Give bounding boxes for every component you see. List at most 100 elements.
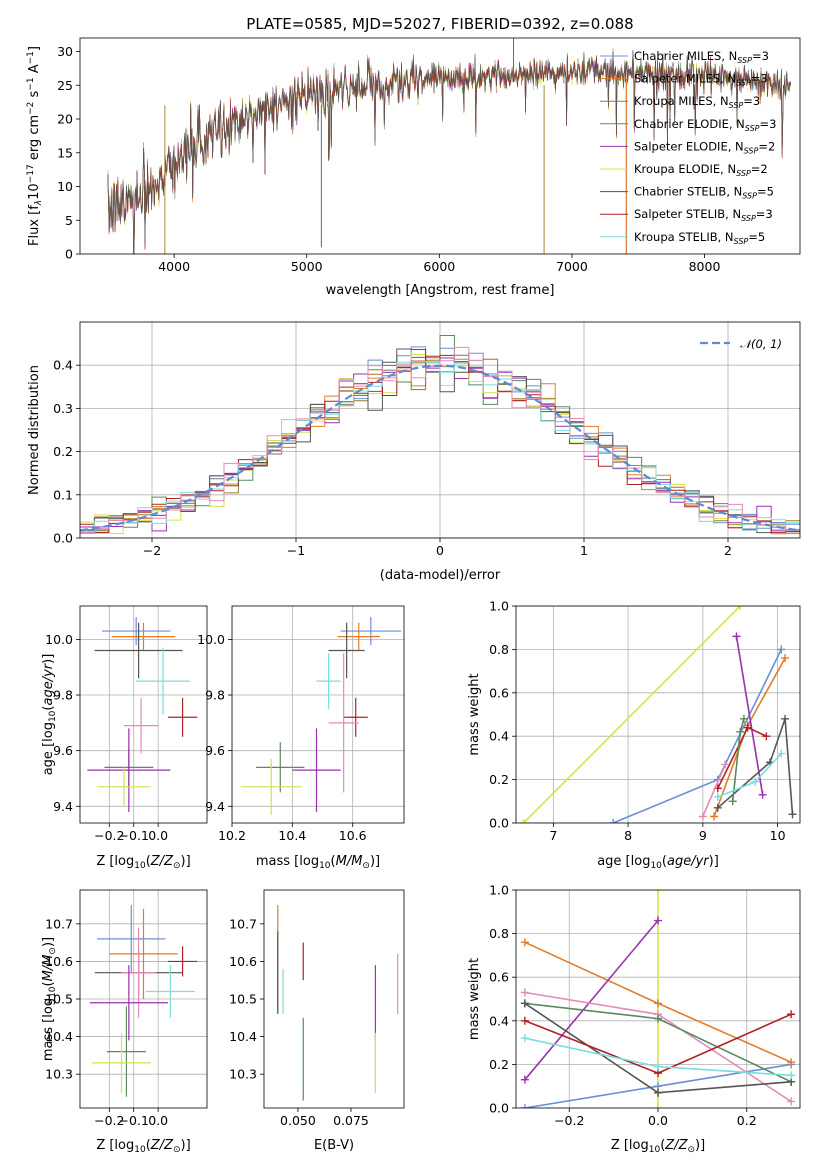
y-tick-label: 9.8 (205, 688, 225, 703)
y-tick-label: 10.0 (197, 632, 225, 647)
z_age-plot-area (80, 606, 207, 823)
y-tick-label: 15 (57, 145, 73, 160)
y-tick-label: 0.0 (53, 531, 73, 546)
x-axis-label: Z [log10(Z/Z⊙)] (96, 854, 190, 871)
x-axis-label: age [log10(age/yr)] (597, 854, 719, 871)
x-tick-label: −0.2 (94, 828, 124, 843)
y-tick-label: 0.0 (489, 816, 509, 831)
axes-frame (79, 605, 208, 824)
axes-frame (263, 889, 405, 1109)
weight-marker (710, 812, 719, 821)
z_weight-plot-area (516, 890, 800, 1108)
weight-marker (743, 723, 752, 732)
legend-entry: Salpeter STELIB, NSSP=3 (634, 207, 773, 223)
weight-marker (713, 792, 722, 801)
axes-frame (231, 605, 405, 824)
y-tick-label: 10 (57, 179, 73, 194)
y-tick-label: 10.7 (229, 916, 257, 931)
x-tick-label: 0.0 (148, 828, 168, 843)
x-tick-label: 8 (624, 828, 632, 843)
legend-entry: Chabrier STELIB, NSSP=5 (634, 185, 774, 201)
z_mass-plot-area (80, 890, 207, 1108)
y-tick-label: 9.6 (53, 743, 73, 758)
y-axis-label: Flux [fλ10−17 erg cm−2 s−1 A−1] (26, 46, 44, 246)
weight-marker (609, 819, 618, 823)
x-axis-label: Z [log10(Z/Z⊙)] (611, 1138, 705, 1155)
legend-entry: Kroupa ELODIE, NSSP=2 (634, 162, 768, 178)
y-tick-label: 0.8 (489, 926, 509, 941)
weight-marker (728, 797, 737, 806)
weight-marker (777, 645, 786, 654)
y-tick-label: 0.8 (489, 642, 509, 657)
x-tick-label: 0.2 (737, 1113, 757, 1128)
spectrum-plot-area (107, 38, 791, 254)
mass_age-plot-area (232, 606, 404, 823)
y-axis-label: mass weight (467, 958, 482, 1040)
y-tick-label: 30 (57, 44, 73, 59)
figure-title: PLATE=0585, MJD=52027, FIBERID=0392, z=0… (246, 15, 633, 33)
x-tick-label: −1 (287, 543, 305, 558)
weight-marker (654, 916, 662, 925)
y-tick-label: 0.0 (489, 1101, 509, 1116)
weight-line (717, 726, 767, 789)
weight-marker (739, 714, 748, 723)
y-tick-label: 0.1 (53, 487, 73, 502)
axes-frame (79, 37, 801, 255)
y-tick-label: 1.0 (489, 883, 509, 898)
x-tick-label: −0.2 (554, 1113, 584, 1128)
ebv_mass-plot-area (277, 905, 399, 1101)
y-tick-label: 0.2 (489, 1057, 509, 1072)
y-axis-label: Normed distribution (27, 365, 42, 495)
x-axis-label: Z [log10(Z/Z⊙)] (96, 1138, 190, 1155)
x-tick-label: 1 (580, 543, 588, 558)
spectrum-line (107, 52, 791, 254)
y-tick-label: 9.4 (205, 799, 225, 814)
y-tick-label: 9.6 (205, 743, 225, 758)
weight-marker (732, 632, 741, 641)
weight-marker (520, 1104, 529, 1108)
legend-entry: Kroupa MILES, NSSP=3 (634, 94, 760, 110)
y-tick-label: 0.6 (489, 970, 509, 985)
x-tick-label: 10.6 (339, 828, 367, 843)
weight-line (522, 606, 741, 823)
legend-entry: Chabrier ELODIE, NSSP=3 (634, 117, 776, 133)
weight-marker (520, 1075, 529, 1084)
histogram-series (80, 354, 800, 533)
x-axis-label: E(B-V) (314, 1138, 354, 1153)
y-tick-label: 9.4 (53, 799, 73, 814)
x-tick-label: −0.1 (119, 828, 149, 843)
y-tick-label: 9.8 (53, 688, 73, 703)
axes-frame (515, 889, 801, 1109)
x-tick-label: −2 (143, 543, 161, 558)
legend-entry: Salpeter MILES, NSSP=3 (634, 72, 768, 88)
y-tick-label: 0.6 (489, 685, 509, 700)
residuals-plot-area (80, 322, 800, 538)
y-tick-label: 0.4 (489, 729, 509, 744)
y-tick-label: 0.3 (53, 401, 73, 416)
y-tick-label: 10.0 (45, 632, 73, 647)
weight-marker (787, 1010, 796, 1019)
x-tick-label: −0.2 (94, 1113, 124, 1128)
y-tick-label: 10.7 (45, 916, 73, 931)
x-tick-label: 6000 (423, 259, 455, 274)
axes-frame (79, 889, 208, 1109)
y-tick-label: 10.6 (45, 954, 73, 969)
legend-entry: Chabrier MILES, NSSP=3 (634, 49, 769, 65)
y-tick-label: 1.0 (489, 599, 509, 614)
weight-marker (762, 732, 771, 741)
weight-marker (787, 1071, 796, 1080)
legend-entry: Salpeter ELODIE, NSSP=2 (634, 139, 775, 155)
x-tick-label: 0.0 (148, 1113, 168, 1128)
axes-frame (79, 321, 801, 539)
weight-marker (654, 999, 662, 1008)
weight-marker (519, 819, 528, 823)
weight-marker (788, 810, 797, 819)
x-axis-label: mass [log10(M/M⊙)] (256, 854, 380, 871)
weight-marker (654, 1088, 662, 1097)
y-tick-label: 10.4 (229, 1029, 257, 1044)
axes-frame (515, 605, 801, 824)
x-tick-label: 0 (436, 543, 444, 558)
x-tick-label: 8000 (689, 259, 721, 274)
histogram-series (80, 359, 800, 532)
